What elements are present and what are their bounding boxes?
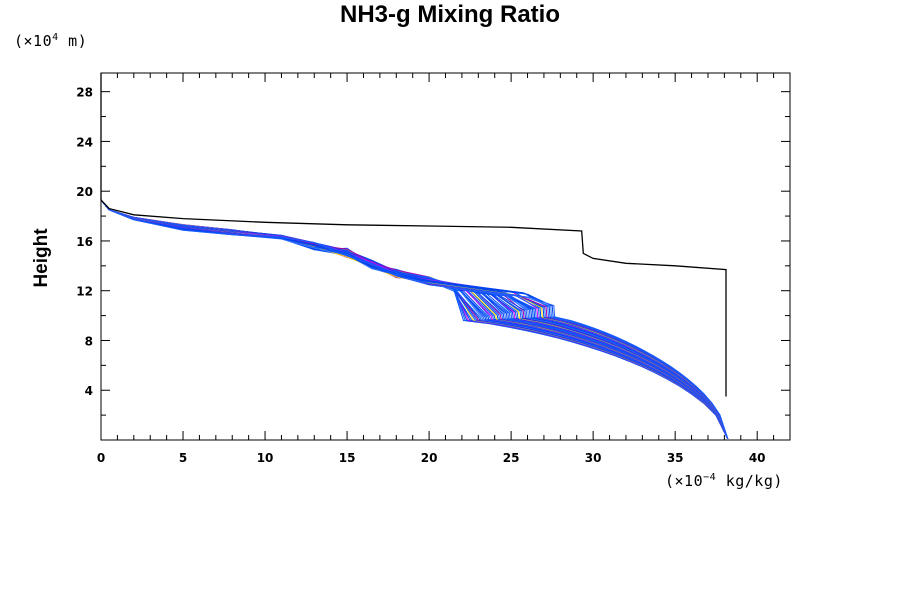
y-tick-label: 28 <box>76 86 93 100</box>
x-tick-label: 35 <box>667 451 684 465</box>
y-tick-label: 4 <box>85 384 93 398</box>
profile-series <box>100 199 729 439</box>
profile-series <box>100 199 729 440</box>
x-units-exponent: −4 <box>703 472 717 483</box>
profile-series <box>100 199 729 439</box>
y-units-suffix: m) <box>58 32 88 50</box>
y-axis-units: (×104 m) <box>14 32 87 50</box>
profile-series <box>100 199 729 439</box>
profile-series <box>100 199 729 439</box>
profile-series <box>100 199 729 440</box>
profile-series <box>100 199 729 439</box>
profile-series <box>100 199 729 439</box>
profile-series <box>100 199 729 439</box>
profile-series <box>100 199 729 439</box>
profile-series <box>100 199 729 439</box>
y-units-prefix: (×10 <box>14 32 53 50</box>
profile-series <box>100 199 729 439</box>
profile-series <box>100 199 729 439</box>
y-tick-label: 24 <box>76 135 93 149</box>
profile-series <box>100 199 729 439</box>
profile-series <box>100 199 729 439</box>
x-tick-label: 0 <box>97 451 105 465</box>
profile-series <box>100 199 729 439</box>
profile-series <box>100 199 729 439</box>
profile-series <box>100 199 729 440</box>
profile-series <box>100 199 729 440</box>
x-tick-label: 25 <box>503 451 520 465</box>
profile-series <box>100 199 729 439</box>
profile-series <box>100 199 729 440</box>
profile-series <box>100 199 729 440</box>
profile-series <box>100 199 729 439</box>
profile-series <box>100 199 729 439</box>
profile-series <box>100 199 729 440</box>
profile-series <box>100 199 729 440</box>
profile-series <box>100 199 729 439</box>
chart-title: NH3-g Mixing Ratio <box>340 1 560 28</box>
profile-series <box>100 199 729 440</box>
profile-series <box>100 199 729 439</box>
profile-series <box>100 199 729 440</box>
profile-series <box>100 199 729 439</box>
x-tick-label: 30 <box>585 451 602 465</box>
profile-series <box>100 199 729 439</box>
black-profile-series <box>100 73 727 397</box>
profile-series <box>100 199 729 439</box>
axis-ticks: 0 5 10 15 20 25 30 35 40 4 8 12 16 20 24 28 <box>76 73 791 465</box>
profile-series <box>100 199 729 439</box>
profile-series <box>100 199 729 439</box>
profile-series <box>100 199 729 439</box>
x-units-suffix: kg/kg) <box>716 472 783 490</box>
profile-series <box>100 199 729 439</box>
y-units-exponent: 4 <box>52 32 59 43</box>
x-axis-units: (×10−4 kg/kg) <box>665 472 783 490</box>
profile-series <box>100 199 729 439</box>
profile-series <box>100 199 729 439</box>
plot-frame <box>100 72 791 441</box>
profile-series <box>100 199 729 440</box>
y-tick-label: 12 <box>76 285 93 299</box>
profile-series <box>100 199 729 439</box>
y-tick-label: 8 <box>85 334 93 348</box>
profile-series <box>100 199 729 440</box>
profile-series <box>100 199 729 439</box>
profile-series <box>100 199 729 439</box>
x-tick-label: 5 <box>179 451 187 465</box>
profile-series <box>100 199 729 439</box>
y-tick-label: 16 <box>76 235 93 249</box>
profile-series <box>100 199 729 440</box>
x-tick-label: 20 <box>421 451 438 465</box>
y-tick-label: 20 <box>76 185 93 199</box>
profile-series <box>100 199 729 440</box>
profile-series <box>100 199 729 440</box>
x-units-prefix: (×10 <box>665 472 704 490</box>
x-tick-label: 15 <box>339 451 356 465</box>
profile-series <box>100 199 729 440</box>
profile-series <box>100 199 729 440</box>
profile-series <box>100 199 729 439</box>
profile-series <box>100 199 729 440</box>
profile-series <box>100 199 729 440</box>
series-group <box>100 199 729 440</box>
x-tick-label: 40 <box>749 451 766 465</box>
profile-series <box>100 199 729 439</box>
profile-series <box>100 199 729 439</box>
profile-series <box>100 199 729 440</box>
profile-series <box>100 199 729 440</box>
profile-series <box>100 199 729 439</box>
profile-series <box>100 199 729 440</box>
x-tick-label: 10 <box>257 451 274 465</box>
profile-series <box>100 199 729 439</box>
